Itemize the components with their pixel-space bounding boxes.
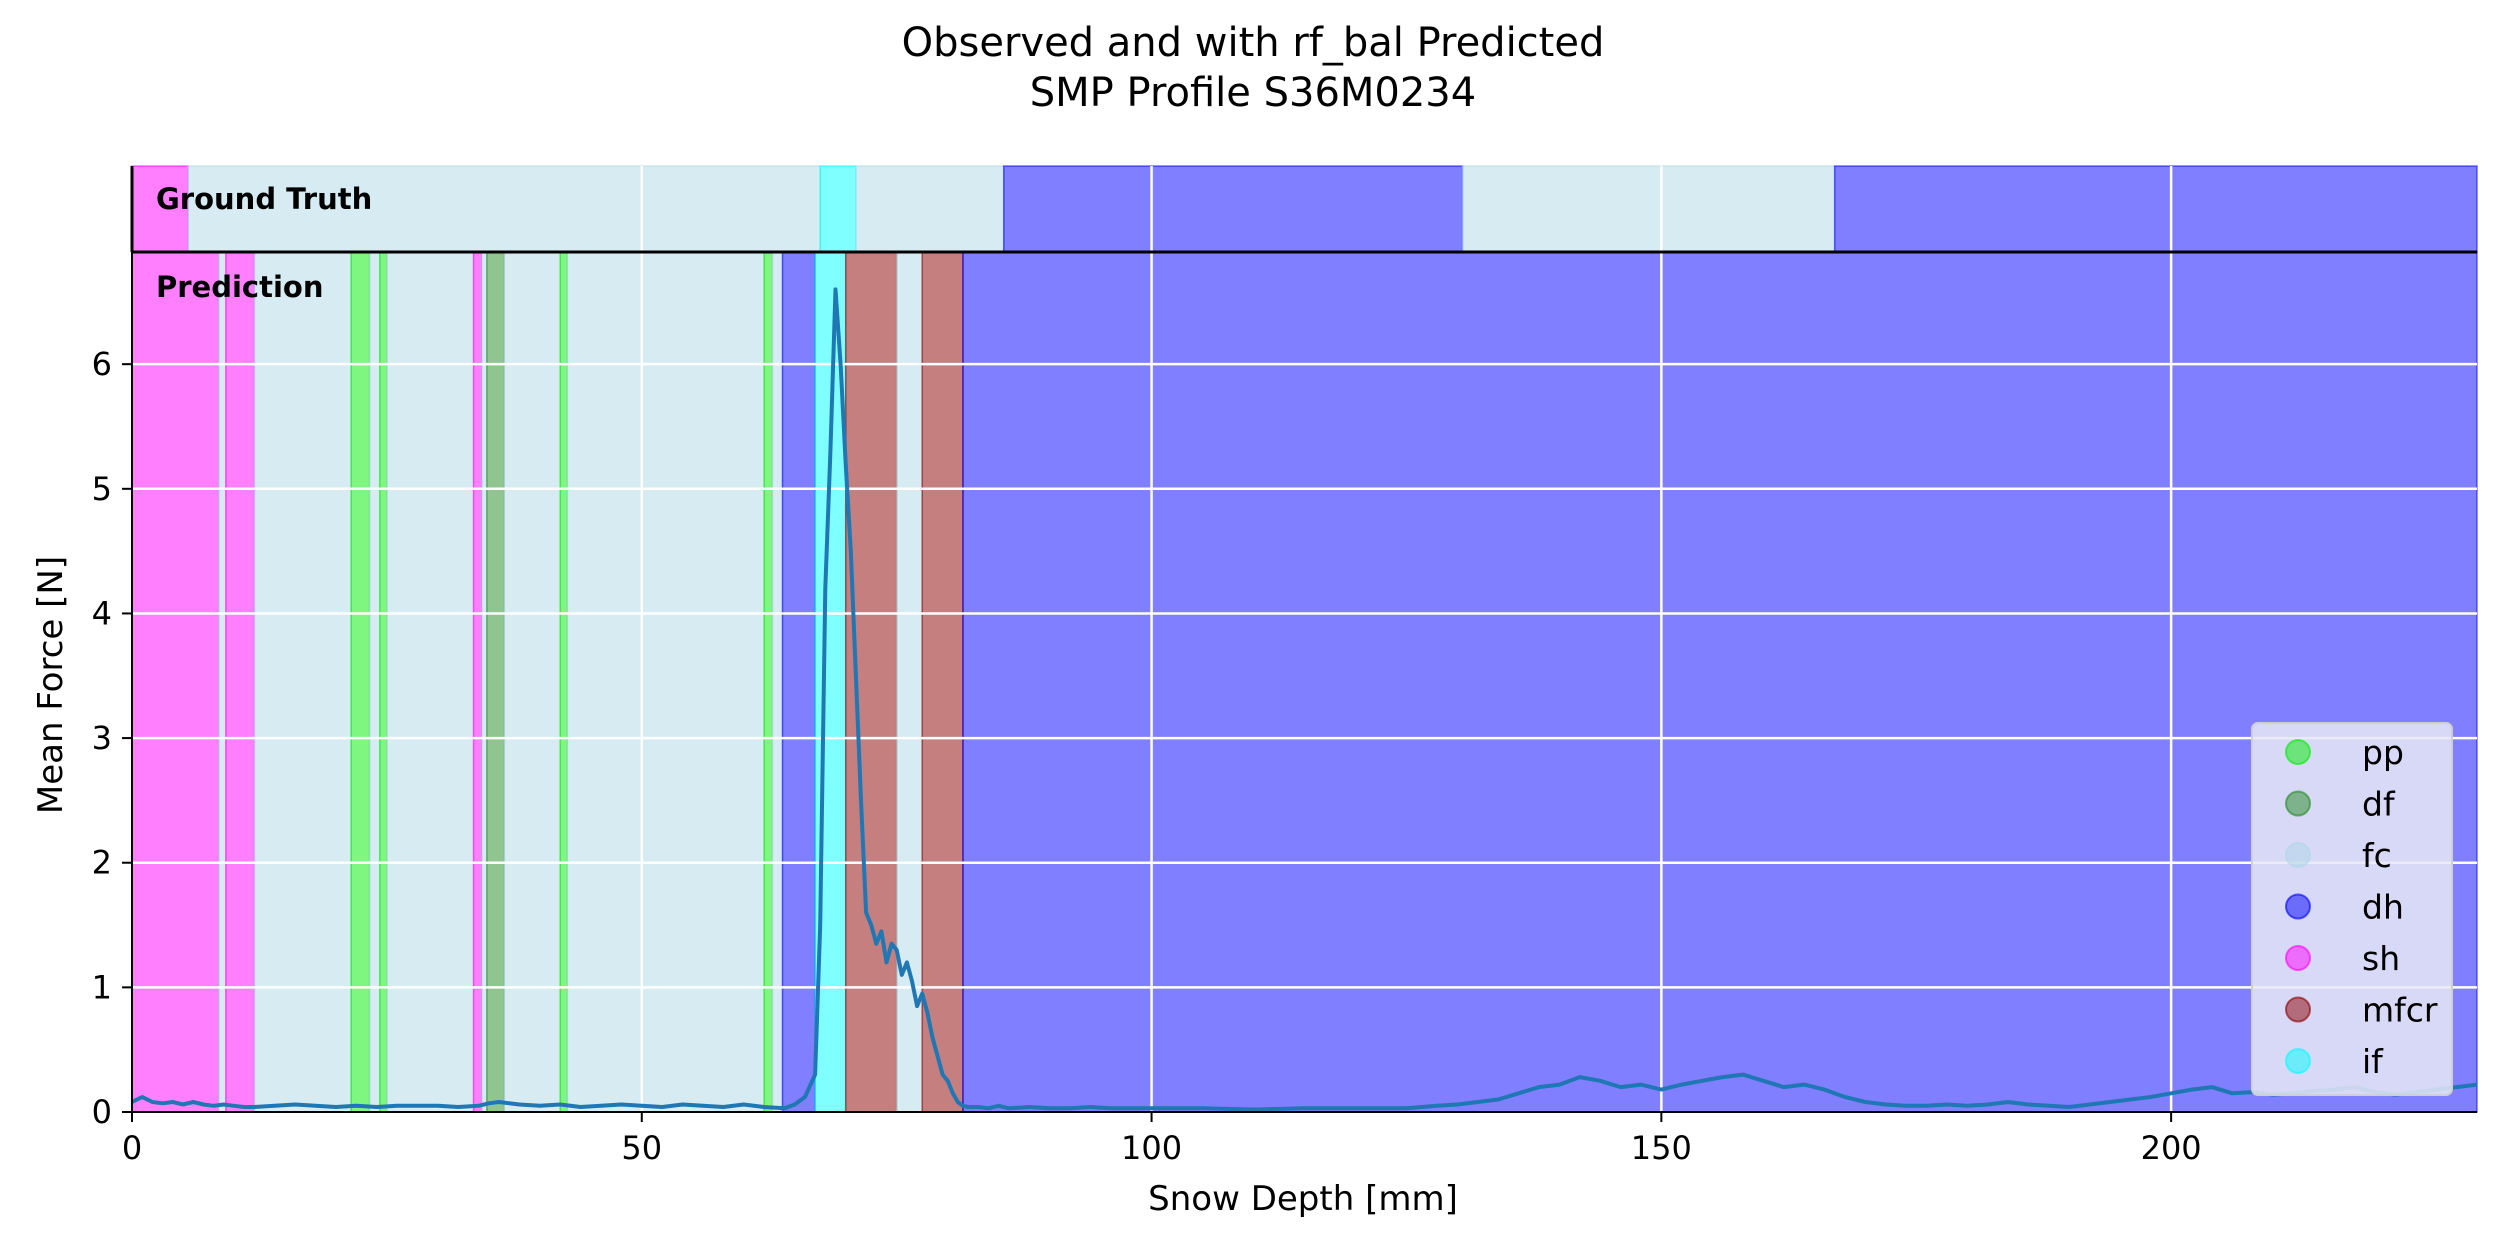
legend-marker-fc xyxy=(2285,842,2311,868)
prediction-segment-fc xyxy=(480,251,488,1113)
x-tick-label: 0 xyxy=(122,1129,142,1167)
prediction-segment-pp xyxy=(379,251,388,1113)
ground-truth-segment-sh xyxy=(131,165,189,253)
prediction-strip xyxy=(131,251,2478,1113)
x-tick-label: 150 xyxy=(1631,1129,1692,1167)
prediction-segment-fc xyxy=(503,251,561,1113)
ground-truth-segment-dh xyxy=(1833,165,2478,253)
prediction-segment-sh xyxy=(225,251,256,1113)
ground-truth-segment-if xyxy=(819,165,857,253)
legend-marker-if xyxy=(2285,1048,2311,1074)
legend-box xyxy=(2251,722,2453,1096)
legend-label-df: df xyxy=(2362,785,2396,824)
ground-truth-segment-fc xyxy=(855,165,1005,253)
prediction-segment-mfcr xyxy=(921,251,964,1113)
legend-label-pp: pp xyxy=(2362,733,2404,772)
legend-label-mfcr: mfcr xyxy=(2362,991,2438,1030)
y-tick-label: 6 xyxy=(92,345,112,383)
chart-subtitle: SMP Profile S36M0234 xyxy=(1030,70,1476,116)
y-tick-label: 2 xyxy=(92,844,112,882)
y-tick-label: 4 xyxy=(92,594,112,632)
grid xyxy=(132,166,2477,1112)
prediction-segment-fc xyxy=(253,251,352,1113)
x-tick-label: 100 xyxy=(1121,1129,1182,1167)
y-axis-ticks: 0 1 2 3 4 5 6 xyxy=(92,345,132,1131)
ground-truth-label: Ground Truth xyxy=(156,182,372,216)
mean-force-line xyxy=(131,287,2478,1112)
x-tick-label: 50 xyxy=(621,1129,662,1167)
prediction-segment-pp xyxy=(559,251,569,1113)
y-tick-label: 0 xyxy=(92,1093,112,1131)
legend-marker-sh xyxy=(2285,945,2311,971)
legend-marker-df xyxy=(2285,790,2311,817)
prediction-segment-sh xyxy=(472,251,483,1113)
ground-truth-segment-dh xyxy=(1002,165,1464,253)
prediction-segment-pp xyxy=(350,251,371,1113)
ground-truth-segment-fc xyxy=(187,165,821,253)
prediction-segment-mfcr xyxy=(844,251,898,1113)
prediction-segment-fc xyxy=(895,251,923,1113)
prediction-segment-fc xyxy=(566,251,765,1113)
prediction-segment-sh xyxy=(131,251,220,1113)
y-axis-label: Mean Force [N] xyxy=(31,556,71,814)
legend-label-if: if xyxy=(2362,1042,2384,1081)
ground-truth-segment-fc xyxy=(1461,165,1836,253)
legend-marker-dh xyxy=(2285,893,2311,920)
prediction-segment-fc xyxy=(368,251,381,1113)
ground-truth-strip xyxy=(131,165,2478,253)
prediction-segment-dh xyxy=(962,251,2478,1113)
y-tick-label: 1 xyxy=(92,968,112,1006)
legend-marker-pp xyxy=(2285,739,2311,765)
y-tick-label: 3 xyxy=(92,719,112,757)
legend: pp df fc dh sh mfcr if xyxy=(2251,722,2453,1096)
legend-label-fc: fc xyxy=(2362,836,2392,875)
legend-marker-mfcr xyxy=(2285,996,2311,1023)
x-axis-label: Snow Depth [mm] xyxy=(1148,1179,1458,1219)
prediction-label: Prediction xyxy=(156,270,324,304)
x-tick-label: 200 xyxy=(2141,1129,2202,1167)
prediction-segment-fc xyxy=(386,251,475,1113)
prediction-segment-dh xyxy=(781,251,816,1113)
prediction-segment-fc xyxy=(217,251,227,1113)
legend-label-sh: sh xyxy=(2362,939,2400,978)
prediction-segment-fc xyxy=(771,251,784,1113)
x-axis-ticks: 0 50 100 150 200 xyxy=(122,1112,2202,1167)
chart-title: Observed and with rf_bal Predicted xyxy=(902,20,1605,66)
prediction-segment-pp xyxy=(763,251,774,1113)
y-tick-label: 5 xyxy=(92,470,112,508)
legend-label-dh: dh xyxy=(2362,888,2404,927)
prediction-segment-df xyxy=(486,251,505,1113)
